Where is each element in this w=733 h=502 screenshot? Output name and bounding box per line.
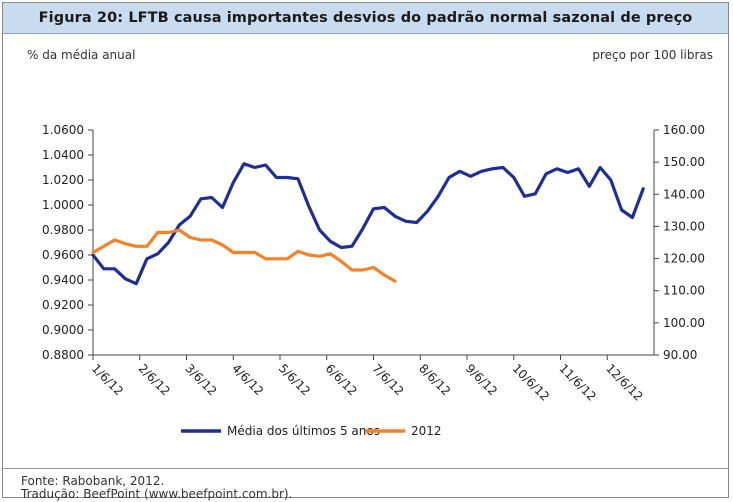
x-tick-label: 11/6/12 [556, 361, 599, 404]
chart-title: Figura 20: LFTB causa importantes desvio… [38, 10, 693, 26]
source-note: Fonte: Rabobank, 2012. Tradução: BeefPoi… [21, 475, 292, 501]
left-tick-label: 0.9200 [42, 298, 84, 312]
x-tick-label: 12/6/12 [603, 361, 646, 404]
series-line-2012 [91, 228, 397, 283]
left-tick-label: 1.0600 [42, 123, 84, 137]
right-axis-unit-label: preço por 100 libras [592, 48, 713, 62]
right-tick-label: 160.00 [663, 123, 705, 137]
line-chart: 1.0600 1.0400 1.0200 1.0000 0.9800 0.9600 0.94… [42, 123, 705, 438]
chart-title-bar: Figura 20: LFTB causa importantes desvio… [3, 3, 728, 34]
right-tick-label: 90.00 [663, 348, 697, 362]
left-tick-label: 1.0400 [42, 148, 84, 162]
x-tick-label: 9/6/12 [463, 361, 500, 398]
right-tick-label: 140.00 [663, 187, 705, 201]
right-tick-label: 120.00 [663, 252, 705, 266]
left-tick-label: 0.8800 [42, 348, 84, 362]
legend-label-2012: 2012 [411, 424, 442, 438]
x-tick-label: 3/6/12 [182, 361, 219, 398]
left-tick-label: 0.9600 [42, 248, 84, 262]
right-tick-label: 110.00 [663, 284, 705, 298]
right-tick-label: 100.00 [663, 316, 705, 330]
x-tick-label: 7/6/12 [369, 361, 406, 398]
x-tick-label: 10/6/12 [510, 361, 553, 404]
footer-divider [3, 468, 728, 469]
x-tick-label: 1/6/12 [89, 361, 126, 398]
left-axis-unit-label: % da média anual [27, 48, 136, 62]
left-tick-label: 1.0200 [42, 173, 84, 187]
x-tick-label: 8/6/12 [416, 361, 453, 398]
left-tick-label: 0.9800 [42, 223, 84, 237]
x-tick-label: 5/6/12 [276, 361, 313, 398]
left-tick-label: 0.9400 [42, 273, 84, 287]
left-tick-label: 1.0000 [42, 198, 84, 212]
legend-label-5yr-average: Média dos últimos 5 anos [227, 424, 380, 438]
right-tick-label: 130.00 [663, 219, 705, 233]
x-tick-label: 6/6/12 [323, 361, 360, 398]
left-tick-label: 0.9000 [42, 323, 84, 337]
x-tick-label: 2/6/12 [136, 361, 173, 398]
source-line: Fonte: Rabobank, 2012. [21, 474, 165, 488]
x-tick-label: 4/6/12 [229, 361, 266, 398]
series-line-5yr-average [91, 162, 645, 286]
translation-line: Tradução: BeefPoint (www.beefpoint.com.b… [21, 487, 293, 501]
right-tick-label: 150.00 [663, 155, 705, 169]
